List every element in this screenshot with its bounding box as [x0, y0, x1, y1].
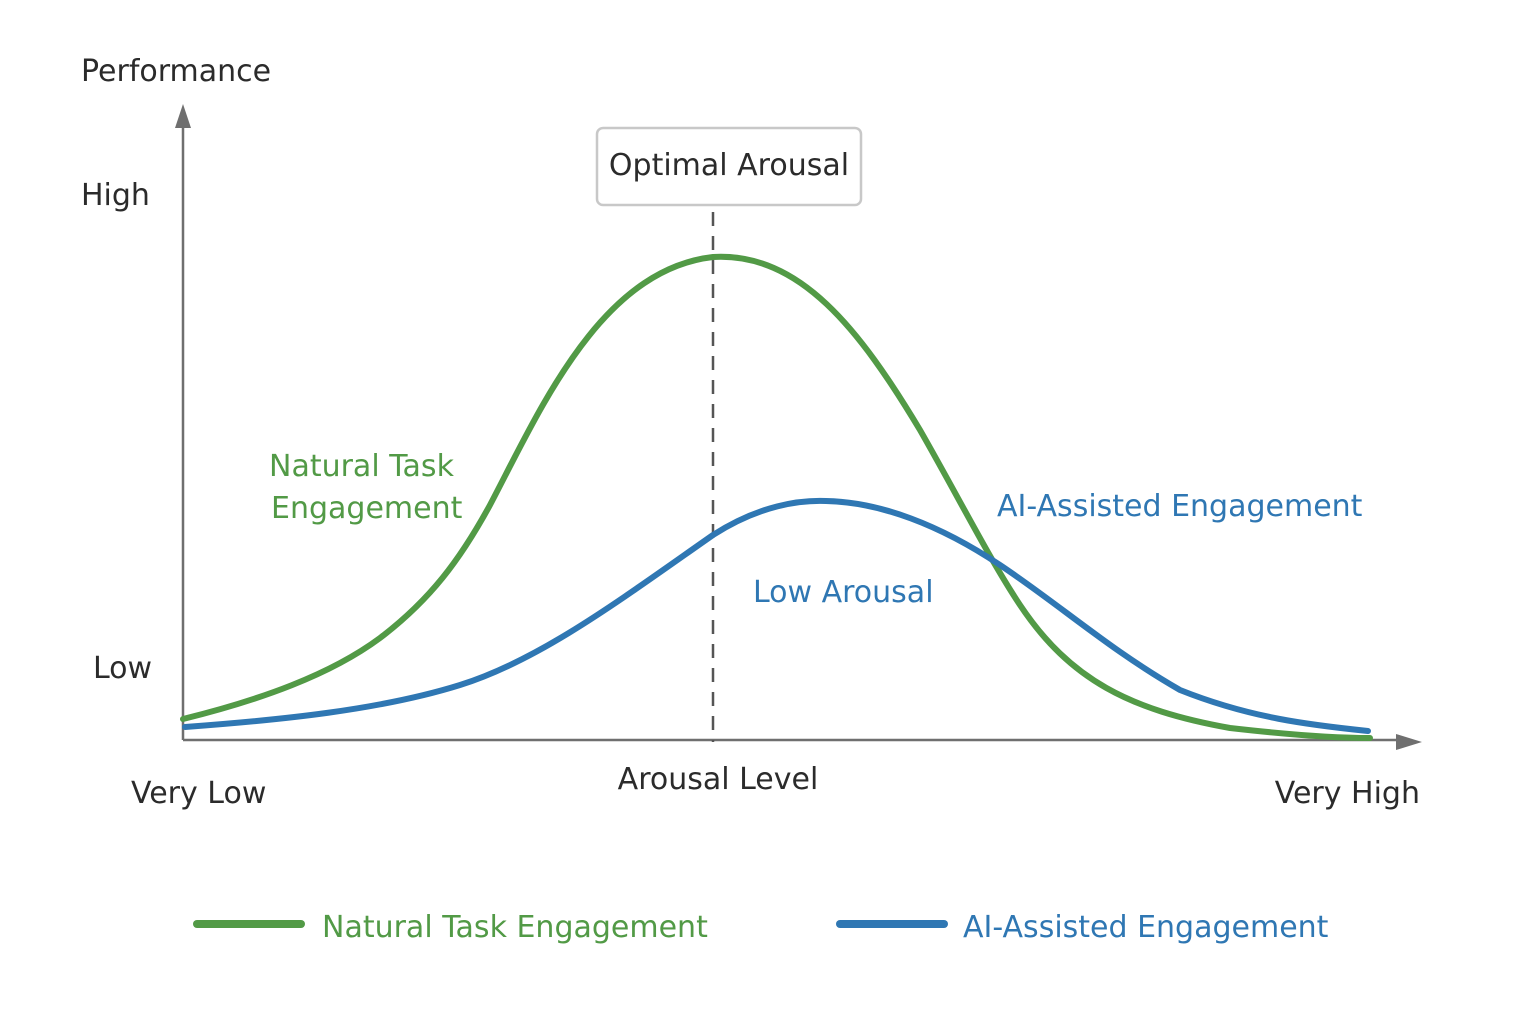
y-axis-title: Performance	[81, 54, 271, 89]
x-tick-very-high: Very High	[1275, 776, 1420, 811]
natural-curve-label-line2: Engagement	[271, 491, 463, 526]
optimal-arousal-label: Optimal Arousal	[609, 148, 849, 183]
legend-item-natural: Natural Task Engagement	[193, 910, 708, 945]
natural-curve-label-line1: Natural Task	[269, 449, 455, 484]
legend: Natural Task Engagement AI-Assisted Enga…	[193, 910, 1329, 945]
ai-curve-label: AI-Assisted Engagement	[997, 489, 1363, 524]
y-axis	[175, 104, 191, 740]
x-axis-arrow-icon	[1396, 734, 1422, 750]
low-arousal-label: Low Arousal	[753, 575, 934, 610]
y-axis-arrow-icon	[175, 104, 191, 128]
legend-label-ai: AI-Assisted Engagement	[963, 910, 1329, 945]
x-axis	[183, 734, 1422, 750]
y-tick-low: Low	[93, 651, 152, 686]
legend-label-natural: Natural Task Engagement	[322, 910, 708, 945]
y-tick-high: High	[81, 178, 150, 213]
ai-assisted-curve	[182, 497, 1371, 734]
optimal-arousal-box: Optimal Arousal	[595, 126, 863, 207]
x-tick-very-low: Very Low	[131, 776, 266, 811]
natural-engagement-curve	[180, 253, 1373, 741]
x-axis-title: Arousal Level	[618, 762, 819, 797]
legend-item-ai: AI-Assisted Engagement	[836, 910, 1329, 945]
